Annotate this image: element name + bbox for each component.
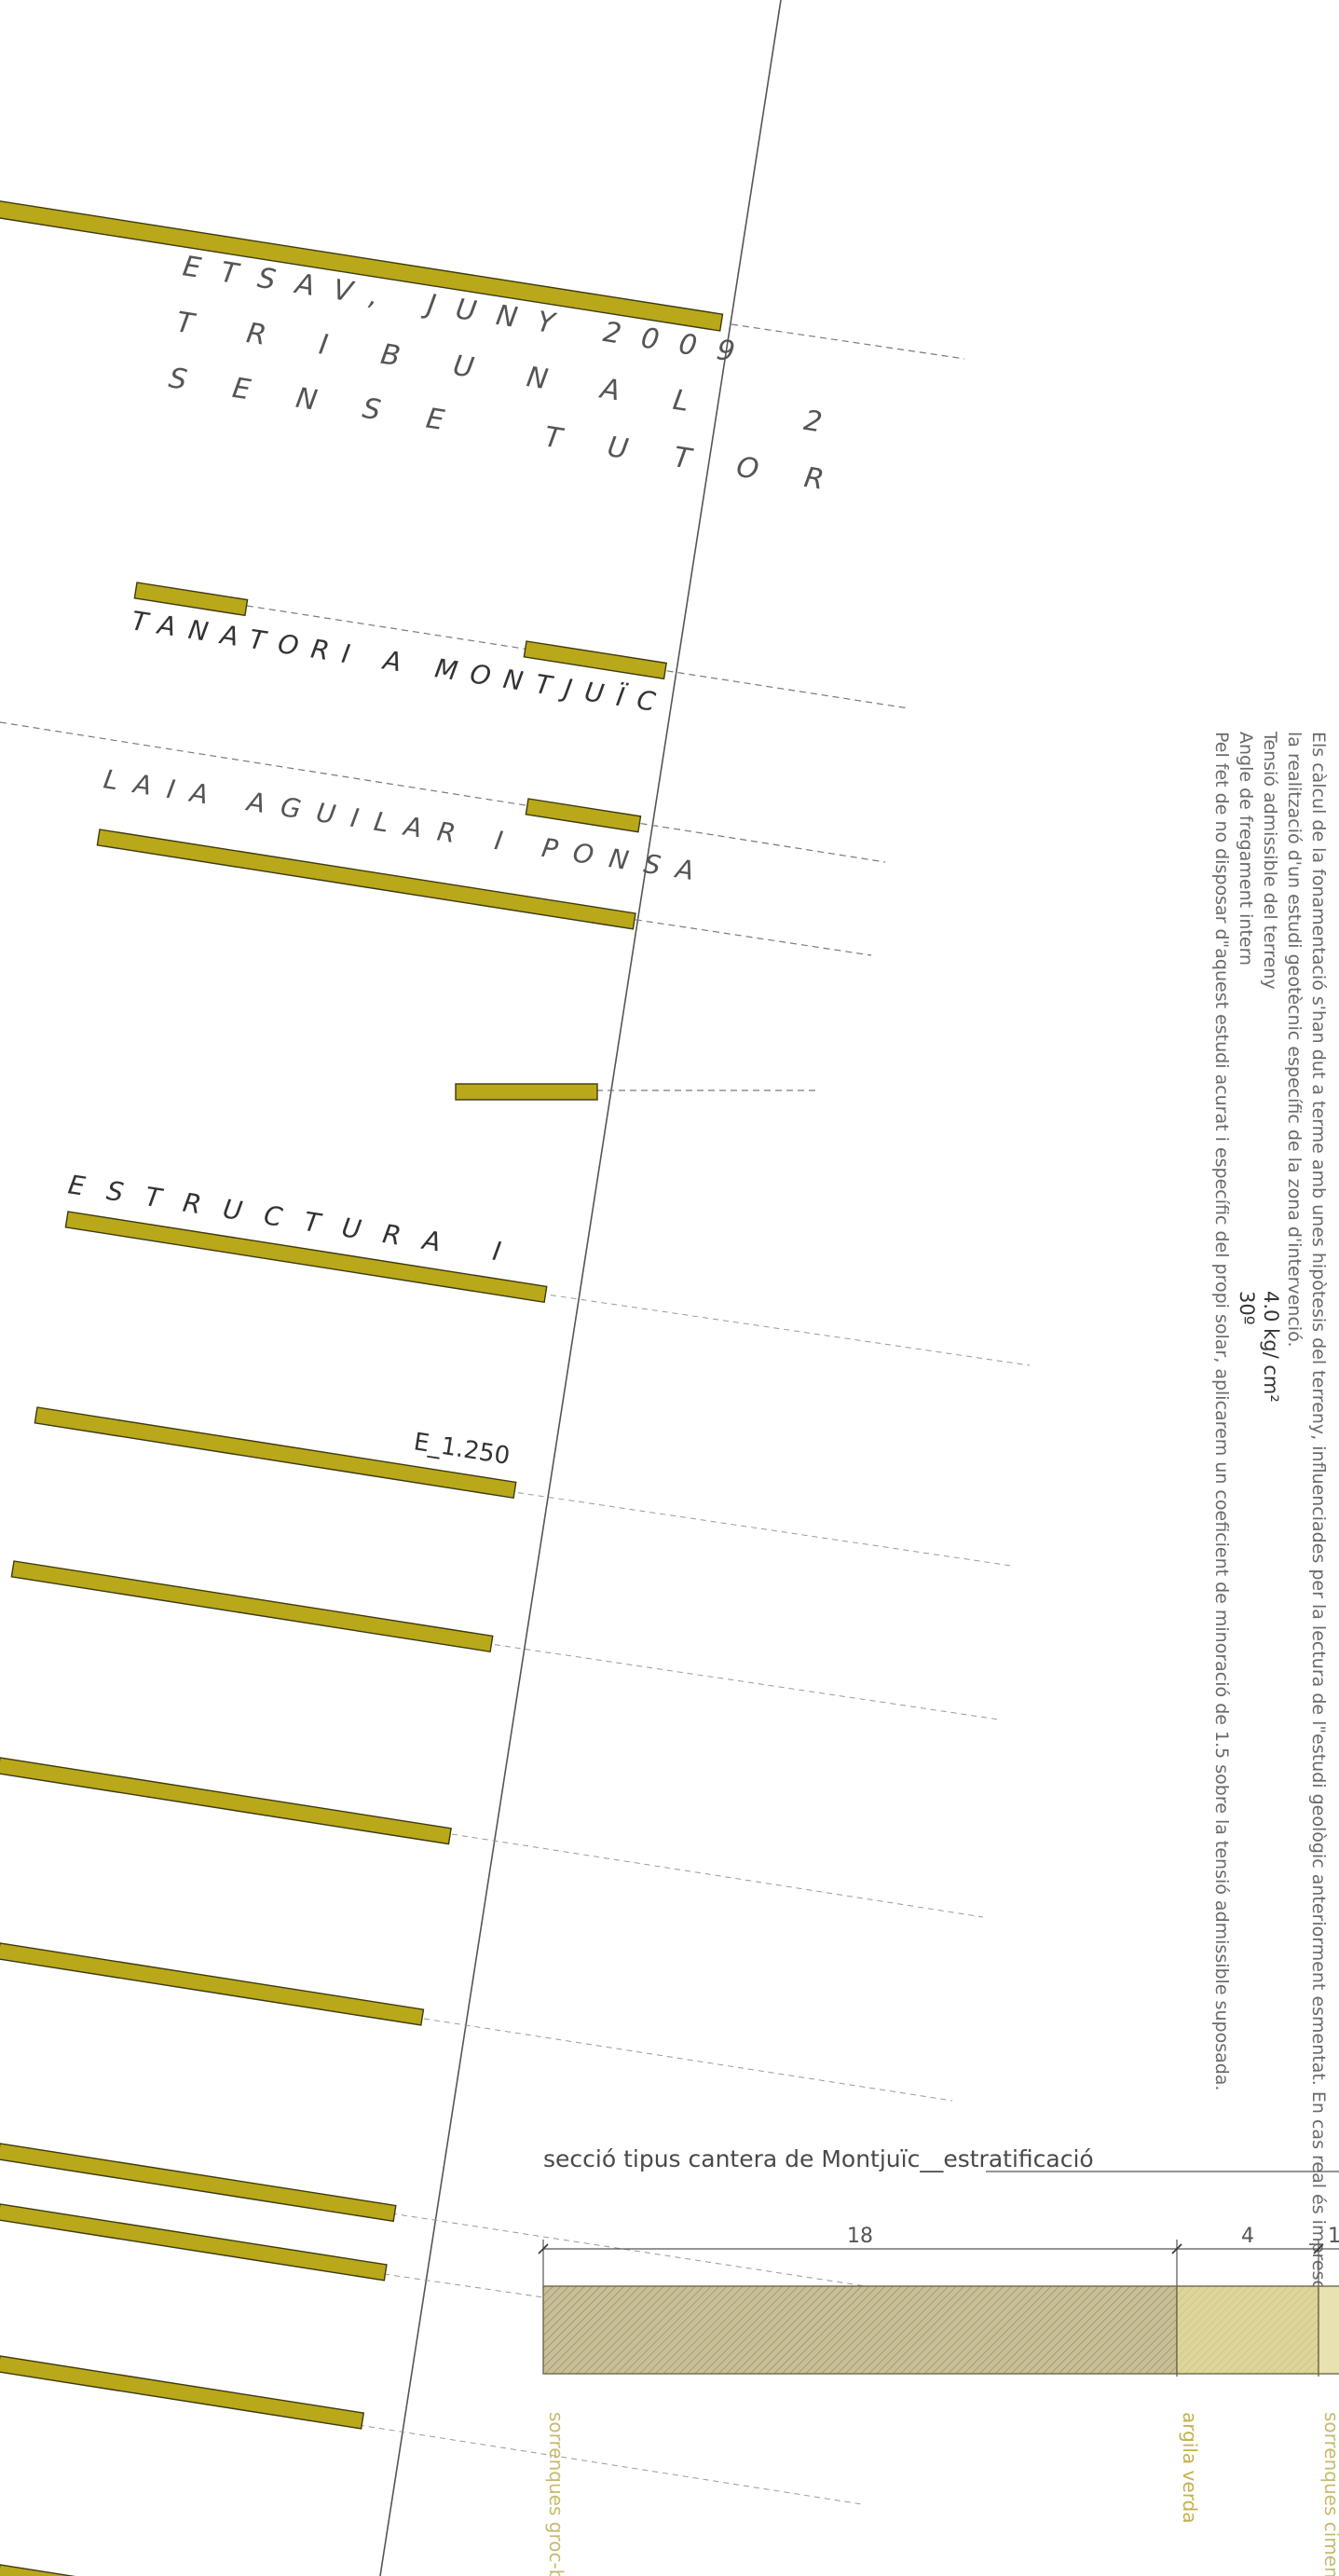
slab-small-3 (525, 798, 642, 833)
floor-slabs (0, 199, 724, 2576)
note-line-5: Pel fet de no disposar d"aquest estudi a… (1211, 732, 1232, 2090)
stratum-label-sandstone: sorrenques groc-blanc (545, 2412, 567, 2576)
note-line-3-label: Tensió admissible del terreny (1260, 731, 1280, 990)
slab-small-1 (133, 582, 249, 617)
dimension-value-3: 1 (1328, 2225, 1339, 2248)
note-line-2: la realització d'un estudi geotècnic esp… (1284, 732, 1305, 1348)
slab-level-7 (0, 2143, 397, 2223)
dimension-arrow (1313, 2243, 1324, 2254)
note-line-4-label: Angle de fregament intern (1236, 732, 1256, 966)
dimension-arrow (1171, 2243, 1182, 2254)
slab-level-5 (0, 1757, 452, 1845)
section-axis-line (379, 0, 782, 2576)
note-line-4-value: 30º (1236, 1291, 1258, 1325)
stratum-clay-layer (1176, 2285, 1319, 2375)
stratification-section: secció tipus cantera de Montjuïc__estrat… (538, 2145, 1339, 2576)
stratum-cement-sandstone-layer (1318, 2285, 1339, 2375)
foundation-notes: Els càlcul de la fonamentació s'han dut … (1211, 731, 1329, 2350)
section-title: secció tipus cantera de Montjuïc__estrat… (543, 2145, 1094, 2172)
scale-label: E_1.250 (412, 1428, 512, 1471)
slab-small-4 (455, 1083, 598, 1101)
slab-level-1 (96, 829, 636, 930)
slab-level-9 (0, 2355, 365, 2430)
slab-level-3 (34, 1406, 517, 1500)
dimension-arrow (538, 2243, 549, 2254)
stratum-label-clay: argila verda (1179, 2412, 1201, 2524)
slab-roof (0, 199, 724, 332)
note-line-1: Els càlcul de la fonamentació s'han dut … (1308, 732, 1329, 2350)
slab-level-6 (0, 1942, 425, 2026)
slab-level-4 (10, 1560, 494, 1653)
dimension-value-1: 18 (847, 2225, 873, 2248)
note-line-3-value: 4.0 kg/ cm² (1260, 1291, 1282, 1403)
stratum-label-cement-sandstone: sorrenques ciment arc (1320, 2412, 1339, 2576)
slab-level-10 (0, 2564, 185, 2576)
slab-level-8 (0, 2203, 388, 2281)
stratum-sandstone-layer (542, 2285, 1178, 2375)
slab-level-2 (64, 1211, 548, 1304)
dimension-value-2: 4 (1241, 2225, 1254, 2248)
slab-small-2 (523, 640, 667, 680)
